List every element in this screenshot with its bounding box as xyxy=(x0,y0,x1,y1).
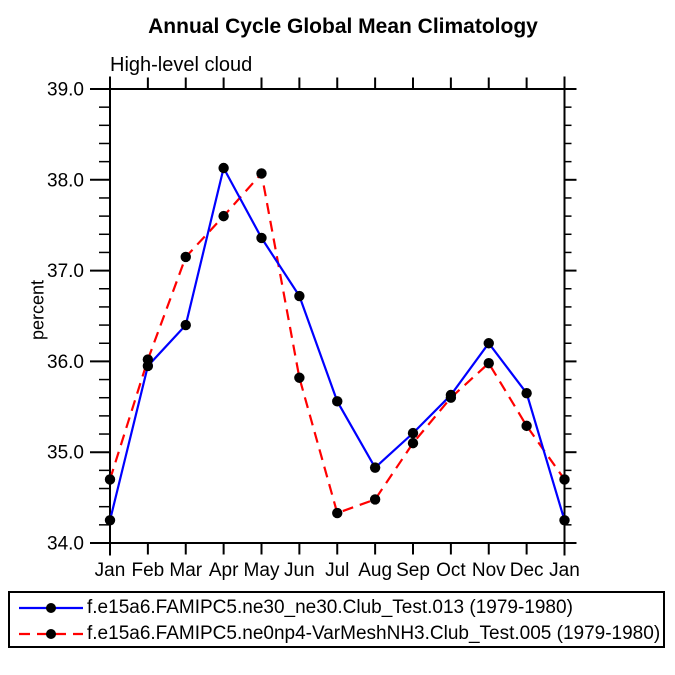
legend-label-series-2: f.e15a6.FAMIPC5.ne0np4-VarMeshNH3.Club_T… xyxy=(87,623,661,644)
y-tick-label: 36.0 xyxy=(47,352,84,373)
data-point-marker xyxy=(521,420,532,432)
x-tick-label: Nov xyxy=(472,560,506,581)
legend-item-series-2: f.e15a6.FAMIPC5.ne0np4-VarMeshNH3.Club_T… xyxy=(18,622,660,646)
x-tick-label: Jan xyxy=(95,560,126,581)
data-point-marker xyxy=(294,372,305,383)
series-line-0 xyxy=(108,164,566,521)
x-tick-label: Jan xyxy=(549,560,580,581)
data-point-marker xyxy=(521,387,532,399)
chart-subtitle: High-level cloud xyxy=(110,54,253,76)
data-point-marker xyxy=(332,396,343,407)
data-point-marker xyxy=(369,462,381,473)
x-tick-label: Feb xyxy=(132,560,165,581)
data-point-marker xyxy=(104,474,116,485)
data-point-marker xyxy=(218,162,229,174)
data-point-marker xyxy=(104,515,116,526)
data-point-marker xyxy=(483,338,494,349)
x-tick-label: Apr xyxy=(209,560,239,581)
y-tick-label: 39.0 xyxy=(47,80,84,101)
x-tick-label: Jul xyxy=(325,560,349,581)
data-point-marker xyxy=(180,319,191,331)
data-point-marker xyxy=(445,392,457,403)
data-point-marker xyxy=(559,515,570,526)
x-tick-label: Oct xyxy=(436,560,466,581)
x-tick-label: Jun xyxy=(284,560,315,581)
legend-label-series-1: f.e15a6.FAMIPC5.ne30_ne30.Club_Test.013 … xyxy=(87,597,573,618)
x-tick-label: Sep xyxy=(396,560,430,581)
chart-title: Annual Cycle Global Mean Climatology xyxy=(148,15,538,38)
data-point-marker xyxy=(180,251,191,263)
data-point-marker xyxy=(256,232,267,244)
legend-box: f.e15a6.FAMIPC5.ne30_ne30.Club_Test.013 … xyxy=(8,591,665,648)
y-tick-label: 38.0 xyxy=(47,170,84,191)
series-line-1 xyxy=(108,171,566,515)
legend-marker-dot xyxy=(46,629,56,639)
legend-item-series-1: f.e15a6.FAMIPC5.ne30_ne30.Club_Test.013 … xyxy=(18,596,573,620)
legend-marker-dot xyxy=(46,603,56,613)
x-tick-label: Dec xyxy=(510,560,544,581)
data-point-marker xyxy=(407,427,419,439)
data-point-marker xyxy=(332,507,343,519)
y-tick-label: 34.0 xyxy=(47,534,84,555)
data-point-marker xyxy=(369,494,381,505)
x-tick-label: May xyxy=(244,560,280,581)
data-point-marker xyxy=(218,210,229,222)
data-point-marker xyxy=(559,474,570,485)
data-point-marker xyxy=(407,437,419,449)
legend-sample-dashed-line xyxy=(19,629,83,639)
legend-sample-solid-line xyxy=(19,603,83,613)
x-tick-label: Mar xyxy=(169,560,202,581)
data-point-marker xyxy=(483,358,494,369)
data-point-marker xyxy=(294,290,305,302)
data-point-marker xyxy=(142,354,154,365)
y-tick-label: 37.0 xyxy=(47,261,84,282)
y-tick-label: 35.0 xyxy=(47,443,84,464)
x-tick-label: Aug xyxy=(358,560,392,581)
data-point-marker xyxy=(256,168,267,179)
